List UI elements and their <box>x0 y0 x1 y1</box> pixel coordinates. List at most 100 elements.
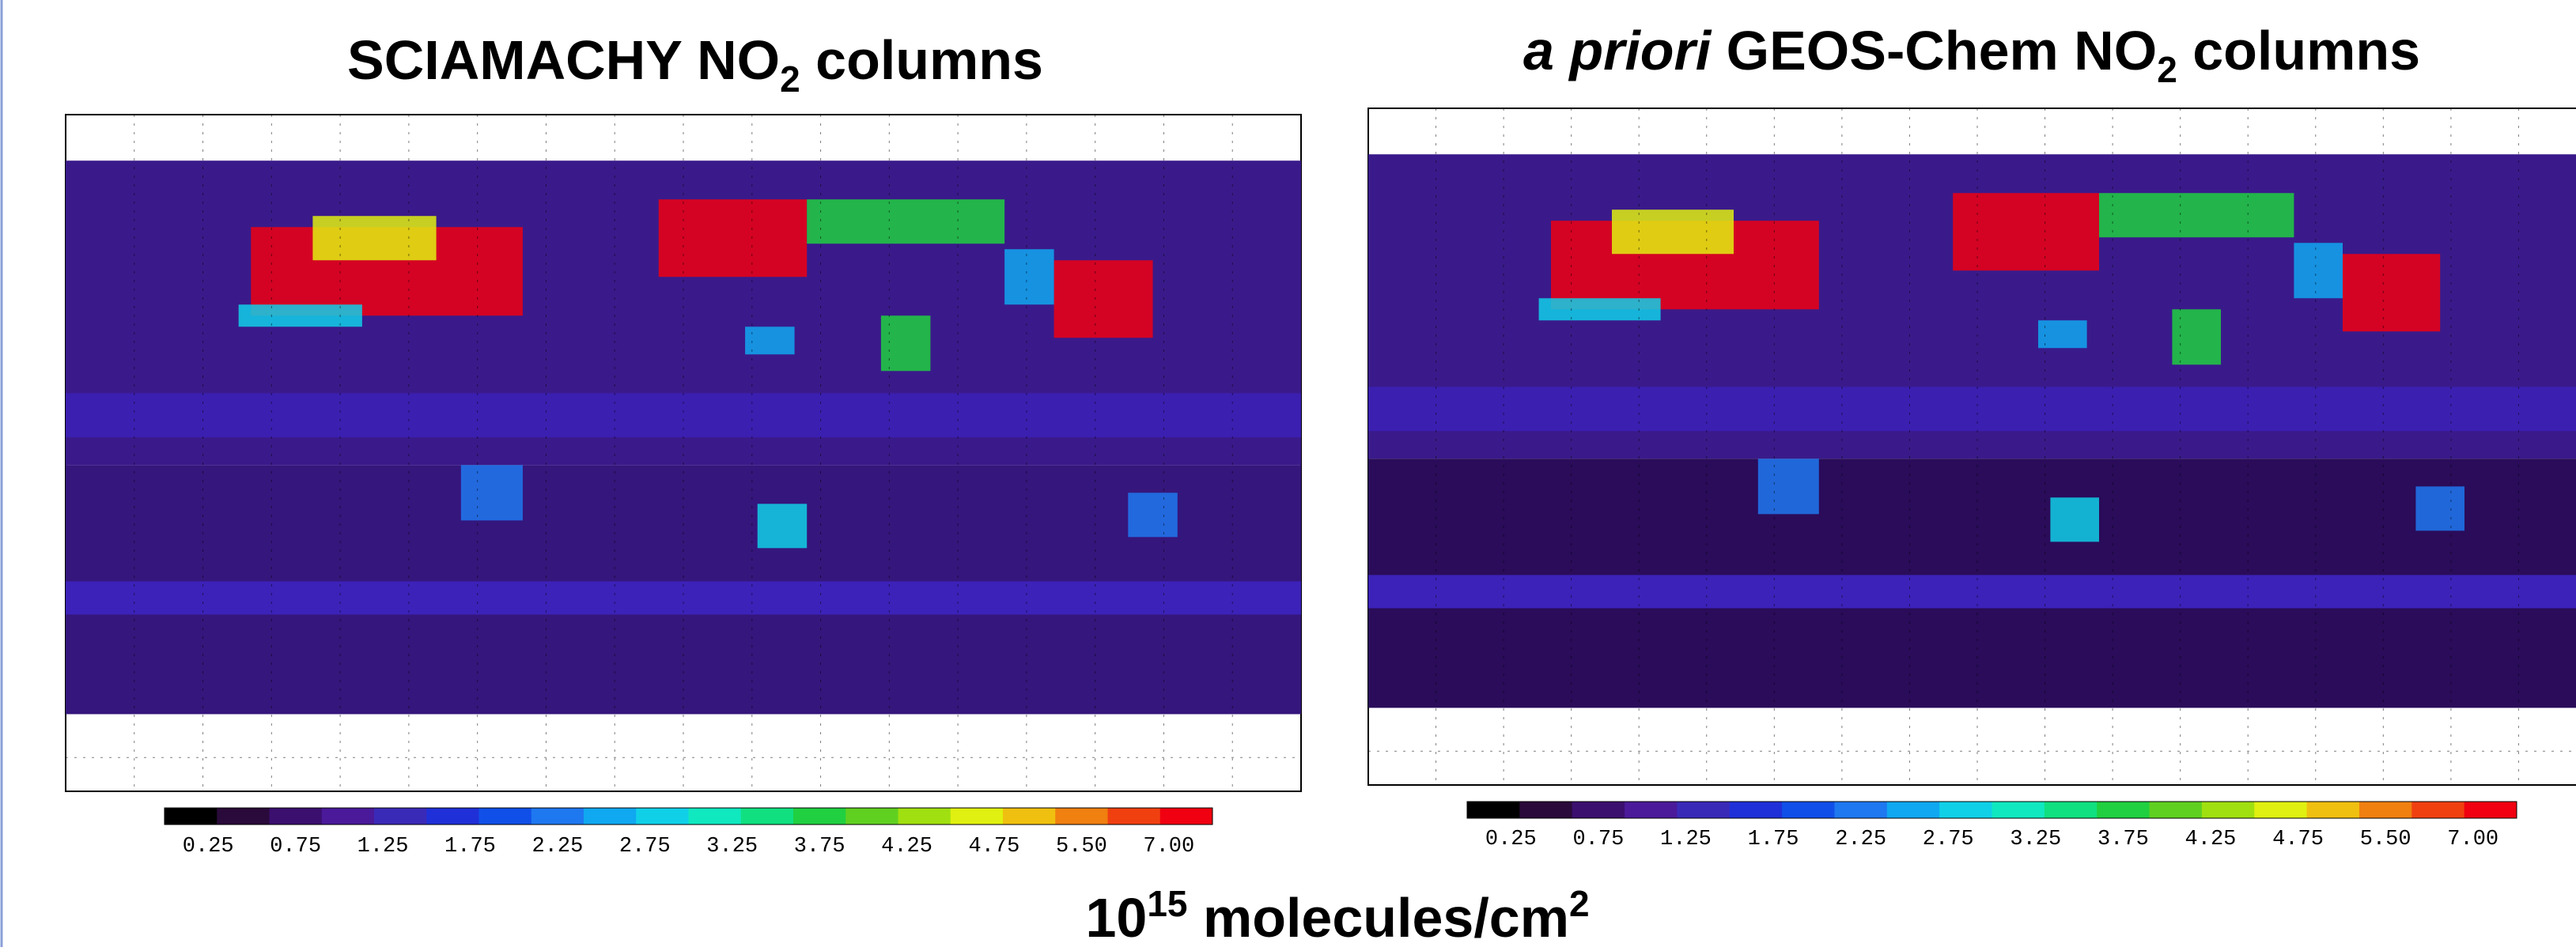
title-text: GEOS-Chem NO <box>1711 20 2157 81</box>
colorbar-swatch <box>321 808 375 825</box>
colorbar-swatch <box>2464 802 2517 818</box>
colorbar-label: 4.25 <box>2185 828 2237 851</box>
hotspot <box>658 199 808 277</box>
map-band <box>66 393 1301 438</box>
hotspot <box>1004 249 1054 305</box>
colorbar-swatch <box>426 808 479 825</box>
colorbar-label: 4.75 <box>2272 828 2324 851</box>
hotspot <box>312 216 437 261</box>
colorbar-label: 1.75 <box>1748 828 1799 851</box>
colorbar-label: 2.75 <box>1923 828 1974 851</box>
colorbar-swatch <box>1572 802 1625 818</box>
colorbar-swatch <box>1782 802 1835 818</box>
colorbar-label: 1.75 <box>444 835 496 859</box>
colorbar-label: 1.25 <box>357 835 409 859</box>
colorbar-swatch <box>2201 802 2255 818</box>
hotspot <box>2099 193 2294 238</box>
colorbar-swatch <box>1107 808 1161 825</box>
colorbar-swatch <box>1519 802 1573 818</box>
colorbar-swatch <box>950 808 1004 825</box>
colorbar-swatch <box>2044 802 2097 818</box>
title-sub: 2 <box>780 58 800 100</box>
unit-text: molecules/cm <box>1188 887 1569 947</box>
colorbar-swatch <box>2149 802 2203 818</box>
colorbar-swatch <box>740 808 794 825</box>
colorbar-swatch <box>688 808 742 825</box>
hotspot <box>757 504 808 549</box>
colorbar-swatch <box>636 808 689 825</box>
map-band <box>66 581 1301 615</box>
colorbar-label: 3.75 <box>2097 828 2149 851</box>
colorbar-swatch <box>1729 802 1783 818</box>
hotspot <box>1612 209 1734 255</box>
hotspot <box>2415 486 2464 531</box>
colorbar-swatch <box>374 808 427 825</box>
colorbar-swatch <box>1467 802 1520 818</box>
colorbar-label: 3.25 <box>706 835 758 859</box>
colorbar-label: 3.25 <box>2010 828 2061 851</box>
title-text: SCIAMACHY NO <box>347 29 780 91</box>
colorbar-label: 7.00 <box>1143 835 1194 859</box>
colorbar-swatch <box>165 808 218 825</box>
hotspot <box>238 304 362 327</box>
colorbar-swatch <box>1992 802 2045 818</box>
colorbar-label: 4.75 <box>969 835 1020 859</box>
colorbar-label: 0.25 <box>183 835 234 859</box>
colorbar-label: 4.25 <box>881 835 932 859</box>
title-sub: 2 <box>2157 49 2177 90</box>
hotspot <box>1128 492 1178 538</box>
hotspot <box>1053 260 1153 338</box>
hotspot <box>460 465 523 521</box>
colorbar-swatch <box>2254 802 2308 818</box>
colorbar-swatch <box>898 808 951 825</box>
colorbar-label: 0.75 <box>270 835 321 859</box>
colorbar-swatch <box>2358 802 2412 818</box>
unit-exp: 2 <box>1569 883 1590 924</box>
colorbar-label: 3.75 <box>794 835 845 859</box>
unit-exp: 15 <box>1147 883 1187 924</box>
hotspot <box>2050 497 2099 542</box>
colorbar-swatch <box>1834 802 1888 818</box>
colorbar-label: 2.75 <box>619 835 671 859</box>
colorbar-swatch <box>217 808 270 825</box>
unit-base: 10 <box>1085 887 1147 947</box>
colorbar-swatch <box>584 808 637 825</box>
title-tail: columns <box>800 29 1043 91</box>
colorbar-label: 5.50 <box>1056 835 1107 859</box>
hotspot <box>1538 298 1661 321</box>
colorbar-swatch <box>1677 802 1731 818</box>
colorbar-label: 2.25 <box>1835 828 1886 851</box>
colorbar-label: 5.50 <box>2360 828 2411 851</box>
colorbar-swatch <box>1625 802 1678 818</box>
colorbar-swatch <box>2097 802 2150 818</box>
colorbar-swatch <box>531 808 584 825</box>
hotspot <box>1757 459 1819 515</box>
colorbar-label: 2.25 <box>531 835 583 859</box>
map-band <box>1368 575 2576 609</box>
hotspot <box>807 199 1005 244</box>
colorbar-swatch <box>1159 808 1213 825</box>
colorbar-swatch <box>269 808 323 825</box>
colorbar-swatch <box>479 808 532 825</box>
hotspot <box>2294 243 2343 299</box>
hotspot <box>2172 309 2221 365</box>
colorbar-frame <box>1466 801 2517 819</box>
title-italic: a priori <box>1523 20 1712 81</box>
colorbar-label: 0.75 <box>1572 828 1624 851</box>
colorbar-swatch <box>845 808 898 825</box>
colorbar-swatch <box>1939 802 1992 818</box>
colorbar-swatch <box>2306 802 2360 818</box>
map-band <box>1368 387 2576 432</box>
right-title: a priori GEOS-Chem NO2 columns <box>1523 20 2420 90</box>
colorbar-swatch <box>1886 802 1940 818</box>
unit-label: 1015 molecules/cm2 <box>1085 883 1589 947</box>
title-tail: columns <box>2177 20 2420 81</box>
colorbar-label: 0.25 <box>1485 828 1537 851</box>
colorbar-frame <box>164 807 1213 825</box>
hotspot <box>2343 254 2441 332</box>
colorbar-label: 1.25 <box>1660 828 1712 851</box>
hotspot <box>1953 193 2099 271</box>
hotspot <box>745 326 795 355</box>
hotspot <box>880 315 931 372</box>
